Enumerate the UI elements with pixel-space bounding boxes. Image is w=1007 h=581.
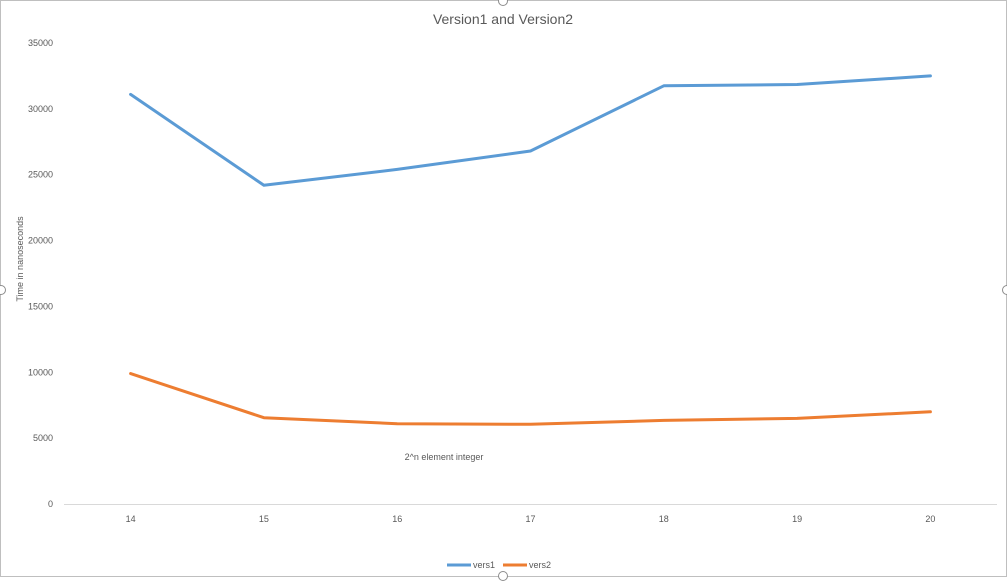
- y-tick-label: 5000: [33, 433, 53, 443]
- resize-handle-bottom[interactable]: [498, 571, 508, 581]
- resize-handle-right[interactable]: [1002, 285, 1007, 295]
- legend-label: vers1: [473, 560, 495, 570]
- x-tick-label: 18: [659, 514, 669, 524]
- y-tick-label: 15000: [28, 301, 53, 311]
- y-tick-label: 20000: [28, 236, 53, 246]
- y-tick-label: 0: [48, 499, 53, 509]
- legend: vers1 vers2: [447, 560, 551, 570]
- y-tick-label: 10000: [28, 367, 53, 377]
- y-tick-label: 25000: [28, 170, 53, 180]
- chart-title: Version1 and Version2: [433, 11, 573, 27]
- x-tick-label: 17: [525, 514, 535, 524]
- series-line-vers1: [129, 74, 932, 187]
- resize-handle-left[interactable]: [0, 285, 6, 295]
- x-tick-label: 19: [792, 514, 802, 524]
- series-line-vers2: [129, 372, 932, 426]
- legend-label: vers2: [529, 560, 551, 570]
- resize-handle-top[interactable]: [498, 0, 508, 6]
- x-tick-label: 20: [925, 514, 935, 524]
- y-axis-label: Time in nanoseconds: [15, 216, 25, 302]
- x-tick-label: 14: [126, 514, 136, 524]
- y-tick-label: 35000: [28, 38, 53, 48]
- y-tick-label: 30000: [28, 104, 53, 114]
- x-axis-label: 2^n element integer: [405, 452, 484, 462]
- x-tick-label: 15: [259, 514, 269, 524]
- x-tick-label: 16: [392, 514, 402, 524]
